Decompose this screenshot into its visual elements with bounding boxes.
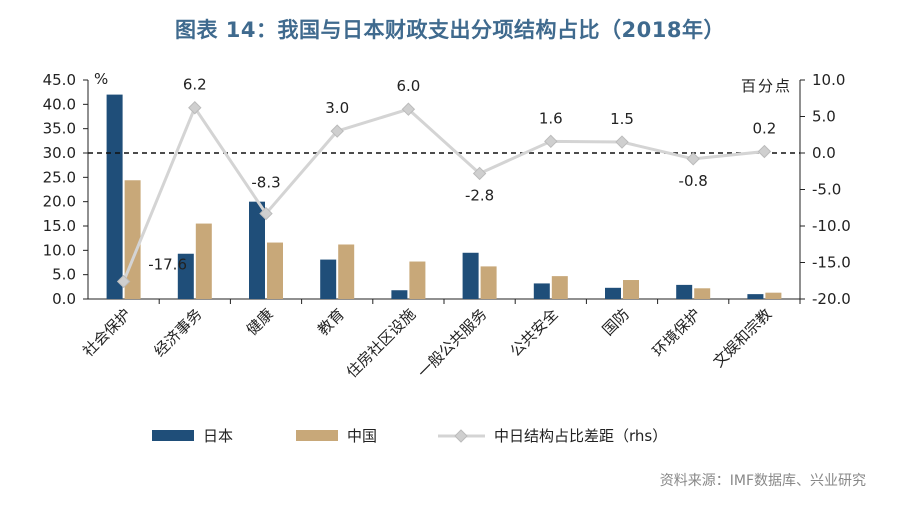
- diff-marker: [401, 102, 416, 116]
- category-label: 社会保护: [79, 305, 134, 360]
- bar-china: [765, 292, 782, 299]
- bar-china: [338, 244, 355, 299]
- right-axis-unit: 百分点: [741, 77, 792, 95]
- left-tick-label: 15.0: [43, 217, 76, 235]
- diff-data-label: -8.3: [251, 174, 280, 192]
- category-label: 教育: [314, 305, 348, 339]
- bar-japan: [676, 284, 693, 299]
- source-note: 资料来源：IMF数据库、兴业研究: [659, 473, 866, 489]
- diff-line: [122, 104, 765, 283]
- left-tick-label: 10.0: [43, 241, 76, 259]
- right-tick-label: -15.0: [812, 254, 851, 272]
- diff-marker: [472, 166, 487, 181]
- left-axis-unit: %: [94, 70, 108, 88]
- data-labels-layer: -17.6 6.2 -8.3 3.0 6.0 -2.8 1.6 1.5 -0.8 0.2: [148, 76, 776, 274]
- legend-label-diff: 中日结构占比差距（rhs）: [494, 427, 667, 445]
- category-label: 健康: [243, 305, 277, 339]
- diff-data-label: 6.0: [396, 77, 420, 95]
- left-tick-label: 40.0: [43, 95, 76, 113]
- diff-marker: [615, 135, 629, 149]
- bar-japan: [320, 259, 337, 299]
- bar-china: [623, 280, 639, 299]
- bar-china: [694, 288, 711, 299]
- diff-marker: [116, 274, 131, 289]
- bar-japan: [391, 290, 408, 299]
- bar-china: [267, 242, 283, 299]
- bars-layer: [106, 94, 782, 299]
- diff-data-label: 0.2: [752, 120, 776, 138]
- diff-data-label: 6.2: [183, 76, 207, 94]
- legend-label-china: 中国: [347, 427, 377, 445]
- left-tick-label: 25.0: [43, 168, 76, 186]
- right-tick-label: 0.0: [812, 144, 836, 162]
- right-tick-label: 10.0: [812, 71, 845, 89]
- diff-marker: [544, 134, 558, 149]
- bar-china: [409, 261, 426, 299]
- bar-japan: [533, 283, 550, 299]
- category-label: 公共安全: [506, 305, 561, 360]
- category-label: 一般公共服务: [414, 305, 490, 381]
- diff-data-label: 3.0: [325, 99, 349, 117]
- legend-swatch-china: [296, 430, 338, 441]
- right-tick-label: -10.0: [812, 217, 851, 235]
- left-tick-label: 20.0: [43, 193, 76, 211]
- diff-data-label: -0.8: [679, 172, 708, 190]
- bar-china: [195, 223, 212, 299]
- bar-japan: [462, 252, 479, 299]
- category-label: 经济事务: [150, 305, 205, 360]
- legend-swatch-diff-marker: [454, 429, 468, 443]
- diff-data-label: -2.8: [465, 186, 494, 204]
- category-label: 国防: [599, 305, 633, 339]
- left-tick-label: 45.0: [43, 71, 76, 89]
- left-tick-label: 0.0: [52, 290, 76, 308]
- left-tick-label: 5.0: [52, 266, 76, 284]
- legend-label-japan: 日本: [203, 427, 233, 445]
- diff-data-label: 1.5: [610, 110, 634, 128]
- category-label: 环境保护: [649, 305, 704, 360]
- bar-japan: [249, 201, 265, 299]
- diff-marker: [757, 144, 772, 159]
- diff-line-layer: [116, 101, 772, 289]
- diff-marker: [188, 101, 202, 115]
- bar-japan: [106, 94, 123, 299]
- diff-marker: [686, 152, 700, 166]
- bar-japan: [605, 287, 621, 299]
- bar-china: [551, 276, 568, 299]
- diff-marker: [330, 124, 344, 138]
- category-label: 文娱和宗教: [709, 305, 775, 371]
- diff-data-label: 1.6: [539, 109, 563, 127]
- left-tick-label: 30.0: [43, 144, 76, 162]
- legend-swatch-japan: [152, 430, 194, 441]
- category-label: 住房社区设施: [343, 305, 419, 381]
- bar-china: [480, 266, 497, 299]
- legend-layer: 日本 中国 中日结构占比差距（rhs）: [152, 427, 667, 445]
- right-tick-label: 5.0: [812, 108, 836, 126]
- diff-marker: [259, 206, 273, 221]
- right-tick-label: -20.0: [812, 290, 851, 308]
- bar-japan: [177, 253, 194, 299]
- right-tick-label: -5.0: [812, 181, 841, 199]
- chart-title: 图表 14：我国与日本财政支出分项结构占比（2018年）: [175, 18, 725, 42]
- bar-japan: [747, 294, 764, 299]
- diff-data-label: -17.6: [148, 255, 187, 273]
- left-tick-label: 35.0: [43, 120, 76, 138]
